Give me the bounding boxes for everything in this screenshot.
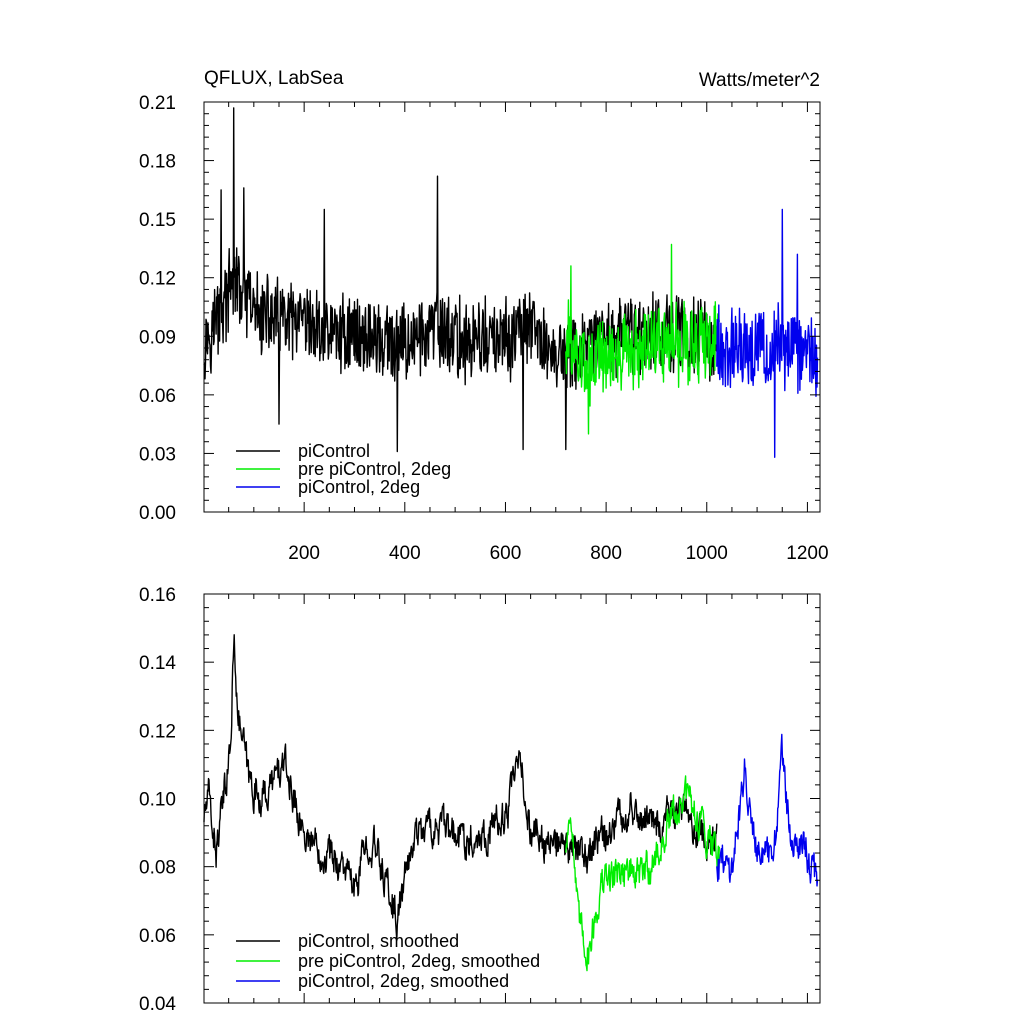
series-line-3 [716,208,819,458]
legend-label: pre piControl, 2deg, smoothed [298,951,540,971]
bottom-panel: 0.04 0.06 0.08 0.10 0.12 0.14 0.16 piControl, … [139,585,821,1015]
y-tick-label: 0.03 [139,444,176,465]
y-tick-label: 0.12 [139,721,176,742]
y-tick-label: 0.04 [139,994,176,1015]
legend-label: pre piControl, 2deg [298,459,451,479]
top-series-group [203,107,819,458]
top-title-right: Watts/meter^2 [699,70,820,91]
y-tick-label: 0.21 [139,93,176,114]
series-line-1 [203,634,718,942]
y-tick-label: 0.18 [139,152,176,173]
top-title-left: QFLUX, LabSea [204,68,344,89]
bottom-axes: 0.04 0.06 0.08 0.10 0.12 0.14 0.16 [139,585,821,1015]
y-tick-label: 0.00 [139,503,176,524]
y-tick-label: 0.06 [139,926,176,947]
x-tick-label: 400 [389,543,421,564]
legend-label: piControl, 2deg [298,477,420,497]
legend-label: piControl [298,441,370,461]
y-tick-label: 0.09 [139,327,176,348]
y-tick-label: 0.16 [139,585,176,606]
legend-label: piControl, 2deg, smoothed [298,971,509,991]
legend-label: piControl, smoothed [298,931,459,951]
x-tick-label: 200 [288,543,320,564]
y-tick-label: 0.12 [139,269,176,290]
series-line-3 [716,733,819,887]
top-axes: 0.00 0.03 0.06 0.09 0.12 0.15 0.18 0.21 200 400 60… [139,93,829,564]
series-line-2 [565,775,720,972]
x-tick-label: 800 [590,543,622,564]
series-line-1 [203,107,718,453]
y-tick-label: 0.10 [139,790,176,811]
y-tick-label: 0.06 [139,386,176,407]
y-tick-label: 0.15 [139,210,176,231]
y-tick-label: 0.14 [139,653,176,674]
x-tick-label: 600 [490,543,522,564]
x-tick-label: 1000 [686,543,728,564]
top-panel: QFLUX, LabSea Watts/meter^2 0.00 0.03 0.06… [139,68,829,564]
x-tick-label: 1200 [786,543,828,564]
plot-frame [203,101,821,513]
bottom-series-group [203,634,819,972]
y-tick-label: 0.08 [139,858,176,879]
series-line-2 [565,243,720,435]
